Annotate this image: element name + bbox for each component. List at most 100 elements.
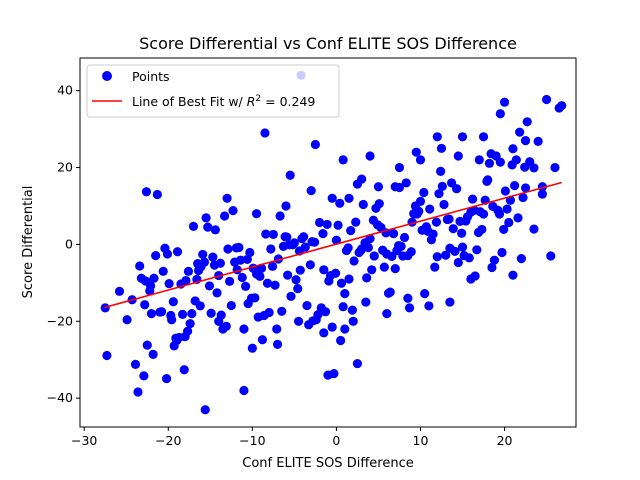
data-point	[172, 335, 182, 346]
data-point	[497, 247, 507, 258]
fit-line	[104, 181, 562, 309]
data-point	[242, 254, 252, 265]
data-point	[515, 127, 525, 137]
data-point	[550, 162, 560, 173]
data-point	[367, 265, 377, 275]
data-point	[156, 307, 167, 317]
data-point	[183, 266, 194, 276]
data-point	[464, 253, 474, 263]
data-point	[331, 235, 342, 245]
data-point	[477, 224, 487, 235]
data-point	[343, 243, 353, 253]
data-point	[441, 250, 451, 260]
data-point	[130, 359, 141, 369]
legend-box	[86, 64, 340, 118]
data-point	[487, 262, 497, 273]
data-point	[336, 278, 347, 288]
data-point	[537, 189, 547, 199]
data-point	[403, 293, 413, 303]
data-point	[439, 199, 449, 210]
data-point	[399, 232, 410, 243]
data-point	[122, 315, 132, 325]
data-point	[327, 193, 337, 203]
x-axis-label: Conf ELITE SOS Difference	[242, 456, 413, 471]
data-point	[185, 319, 195, 329]
data-point	[161, 373, 172, 384]
data-point	[472, 245, 482, 255]
data-point	[167, 315, 177, 325]
data-point	[289, 238, 299, 248]
data-point	[135, 261, 145, 271]
data-point	[226, 300, 236, 311]
data-point	[419, 187, 429, 198]
data-point	[228, 205, 238, 216]
data-point	[210, 225, 220, 235]
data-point	[172, 247, 183, 257]
data-point	[365, 151, 375, 161]
data-point	[188, 221, 199, 231]
data-point	[319, 265, 329, 275]
data-point	[529, 163, 539, 173]
data-point	[272, 339, 283, 349]
plot-frame	[79, 57, 577, 428]
data-point	[520, 136, 531, 146]
data-point	[203, 222, 213, 232]
data-point	[357, 174, 367, 184]
data-point	[201, 213, 211, 223]
data-point	[212, 288, 222, 298]
x-tick-label: −30	[71, 433, 97, 448]
data-point	[193, 259, 203, 269]
data-point	[457, 228, 467, 238]
data-point	[510, 181, 520, 191]
data-point	[148, 349, 158, 359]
y-axis-label: Score Differential	[21, 186, 36, 299]
data-point	[516, 254, 526, 264]
data-point	[511, 155, 521, 165]
data-point	[344, 193, 354, 203]
data-point	[245, 247, 255, 258]
data-point	[187, 309, 197, 319]
data-point	[431, 217, 442, 227]
data-point	[522, 117, 532, 127]
data-point	[499, 224, 509, 235]
data-point	[404, 303, 415, 313]
data-point	[474, 155, 484, 165]
legend-points-marker	[102, 71, 112, 81]
data-point	[430, 262, 440, 272]
data-point	[313, 310, 323, 320]
x-tick-label: −10	[239, 433, 265, 448]
data-point	[448, 224, 458, 234]
data-point	[373, 182, 384, 192]
data-point	[529, 224, 539, 234]
data-point	[235, 255, 246, 265]
data-point	[260, 128, 270, 138]
x-tick-label: 10	[413, 433, 429, 448]
data-point	[177, 309, 188, 319]
data-point	[198, 249, 208, 260]
data-points	[100, 70, 567, 415]
data-point	[385, 287, 395, 297]
data-point	[261, 229, 271, 239]
data-point	[466, 274, 476, 284]
y-tick-label: −40	[47, 390, 73, 405]
data-point	[327, 322, 337, 332]
data-point	[285, 170, 295, 180]
data-point	[114, 286, 125, 296]
data-point	[206, 308, 216, 318]
legend-fit-line-label: Line of Best Fit w/ R2 = 0.249	[132, 94, 315, 109]
plot-area	[80, 58, 576, 427]
data-point	[314, 217, 325, 228]
data-point	[267, 261, 278, 271]
x-tick-label: −20	[155, 433, 181, 448]
data-point	[369, 251, 379, 261]
data-point	[394, 162, 405, 173]
data-point	[179, 365, 189, 375]
data-point	[361, 297, 371, 307]
y-tick-label: 0	[65, 236, 73, 251]
data-point	[323, 370, 333, 380]
data-point	[219, 211, 230, 221]
y-tick-label: 40	[57, 83, 73, 98]
data-point	[347, 305, 357, 315]
data-point	[270, 280, 280, 290]
